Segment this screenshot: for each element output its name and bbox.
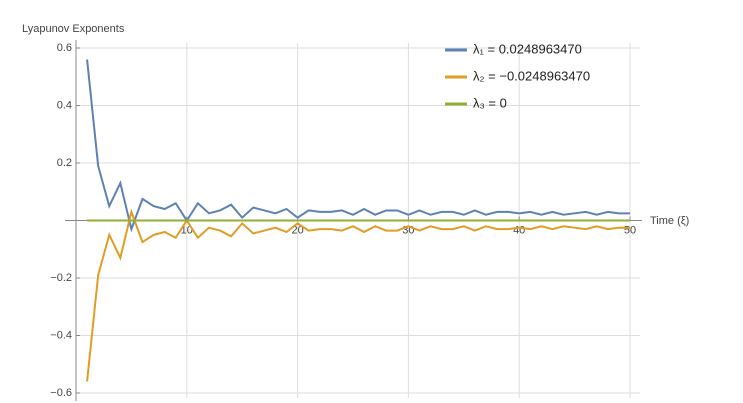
y-axis-label: Lyapunov Exponents <box>22 23 125 35</box>
x-axis-label: Time (ξ) <box>650 215 689 227</box>
y-tick-label: 0.6 <box>57 42 72 54</box>
y-tick-label: −0.2 <box>50 272 72 284</box>
series-line <box>86 208 630 382</box>
legend-label: λ₁ = 0.0248963470 <box>473 41 582 56</box>
x-tick-label: 40 <box>513 224 525 236</box>
x-tick-label: 10 <box>181 224 193 236</box>
legend-label: λ₃ = 0 <box>473 95 507 110</box>
y-tick-label: −0.4 <box>50 329 72 341</box>
y-tick-label: −0.6 <box>50 387 72 399</box>
series-line <box>86 59 630 233</box>
x-tick-label: 20 <box>291 224 303 236</box>
y-tick-label: 0.2 <box>57 157 72 169</box>
x-tick-label: 50 <box>624 224 636 236</box>
legend-label: λ₂ = −0.0248963470 <box>473 68 590 83</box>
y-tick-label: 0.4 <box>57 99 72 111</box>
